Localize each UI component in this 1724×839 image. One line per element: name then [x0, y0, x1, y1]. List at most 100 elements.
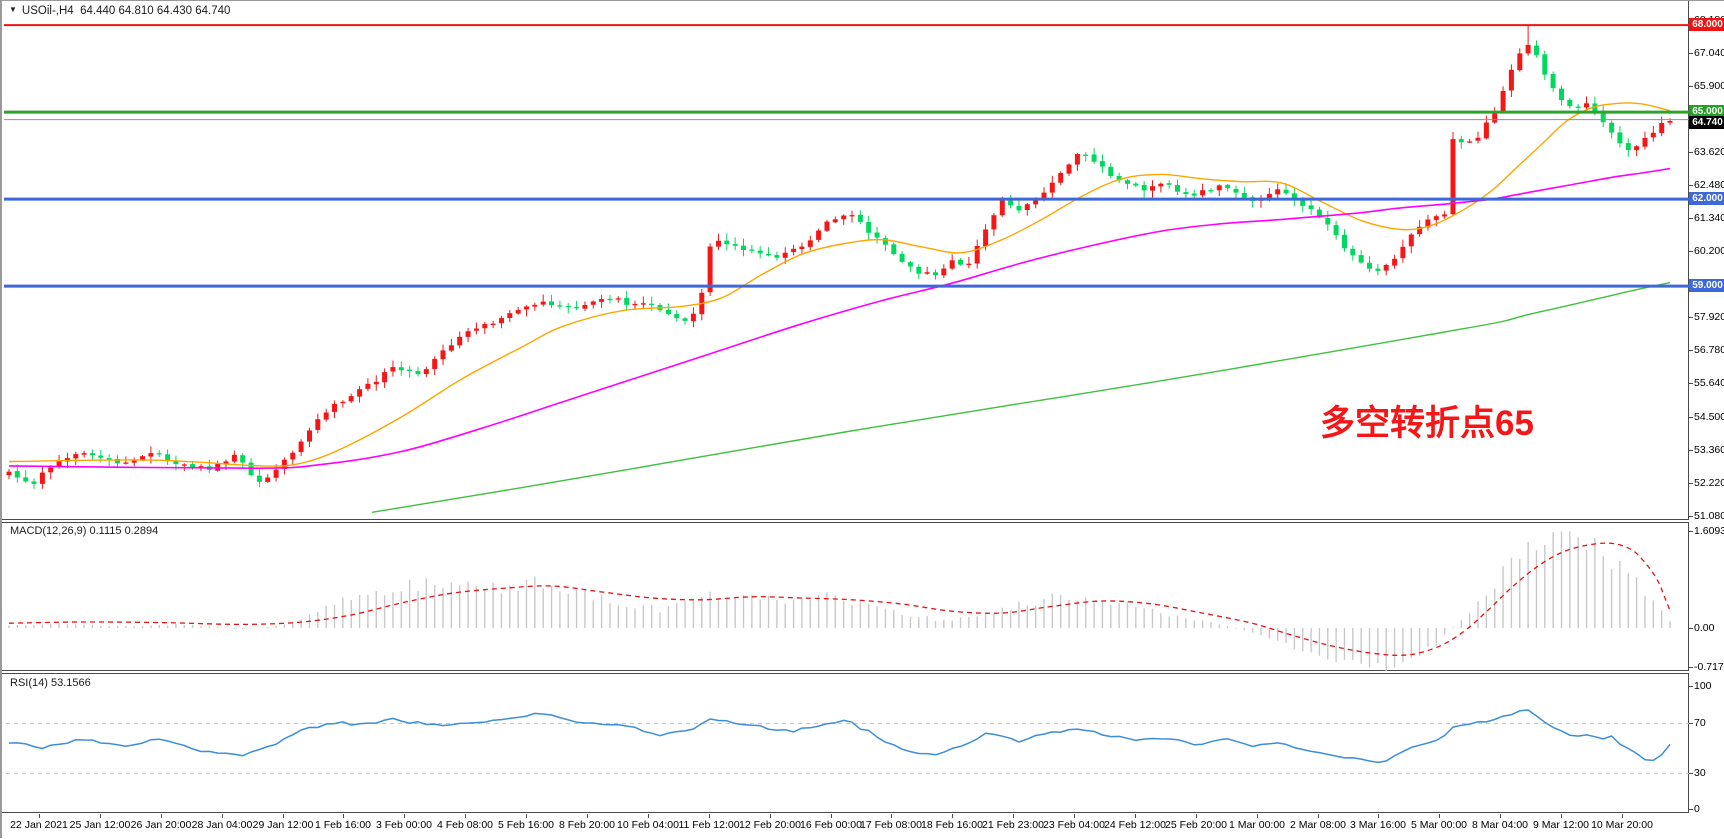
- time-tick-label: 11 Feb 12:00: [678, 819, 740, 831]
- price-tick-mark: [1689, 516, 1693, 517]
- price-tick-label: 56.780: [1694, 344, 1724, 356]
- rsi-tick-label: 30: [1694, 767, 1706, 779]
- time-tick-mark: [1196, 814, 1197, 818]
- rsi-tick-mark: [1689, 773, 1693, 774]
- price-tick-label: 52.220: [1694, 477, 1724, 489]
- price-tick-label: 54.500: [1694, 411, 1724, 423]
- time-tick-label: 12 Feb 20:00: [739, 819, 801, 831]
- rsi-tick-label: 70: [1694, 717, 1706, 729]
- price-tick-label: 60.200: [1694, 245, 1724, 257]
- time-tick-label: 8 Mar 04:00: [1471, 819, 1529, 831]
- time-tick-label: 22 Jan 2021: [10, 819, 68, 831]
- macd-tick-label: 1.6093: [1694, 525, 1724, 537]
- time-tick-mark: [343, 814, 344, 818]
- time-tick-mark: [161, 814, 162, 818]
- time-tick-label: 5 Mar 00:00: [1410, 819, 1468, 831]
- time-tick-label: 25 Feb 20:00: [1165, 819, 1227, 831]
- macd-value-main: 0.1115: [89, 525, 122, 537]
- time-tick-label: 23 Feb 04:00: [1043, 819, 1105, 831]
- time-tick-mark: [1439, 814, 1440, 818]
- time-tick-label: 18 Feb 16:00: [921, 819, 983, 831]
- rsi-value: 53.1566: [50, 677, 91, 689]
- time-axis[interactable]: 22 Jan 2021 25 Jan 12:00 26 Jan 20:00 28 Ja…: [2, 814, 1724, 839]
- macd-tick-mark: [1689, 531, 1693, 532]
- rsi-tick-mark: [1689, 686, 1693, 687]
- price-tick-mark: [1689, 53, 1693, 54]
- rsi-tick-mark: [1689, 723, 1693, 724]
- time-tick-mark: [404, 814, 405, 818]
- price-tick-mark: [1689, 251, 1693, 252]
- price-tick-mark: [1689, 152, 1693, 153]
- price-tick-label: 55.640: [1694, 377, 1724, 389]
- chart-annotation: 多空转折点65: [1320, 404, 1534, 443]
- time-tick-mark: [1013, 814, 1014, 818]
- time-tick-mark: [526, 814, 527, 818]
- macd-indicator-label: MACD(12,26,9) 0.1115 0.2894: [10, 525, 159, 537]
- price-tick-mark: [1689, 417, 1693, 418]
- price-tick-mark: [1689, 317, 1693, 318]
- price-badge: 62.000: [1689, 192, 1724, 205]
- time-tick-mark: [100, 814, 101, 818]
- macd-panel[interactable]: [2, 522, 1689, 671]
- time-tick-label: 10 Mar 20:00: [1591, 819, 1653, 831]
- time-tick-mark: [1135, 814, 1136, 818]
- price-tick-mark: [1689, 350, 1693, 351]
- time-tick-mark: [1622, 814, 1623, 818]
- time-tick-label: 9 Mar 12:00: [1532, 819, 1590, 831]
- time-tick-mark: [587, 814, 588, 818]
- time-tick-label: 25 Jan 12:00: [69, 819, 131, 831]
- time-tick-label: 16 Feb 00:00: [800, 819, 862, 831]
- time-tick-label: 4 Feb 08:00: [436, 819, 494, 831]
- time-tick-mark: [952, 814, 953, 818]
- time-tick-label: 8 Feb 20:00: [558, 819, 616, 831]
- chevron-down-icon[interactable]: ▼: [9, 5, 17, 14]
- ohlc-open: 64.440: [80, 5, 116, 17]
- time-tick-mark: [465, 814, 466, 818]
- price-tick-mark: [1689, 218, 1693, 219]
- time-tick-label: 26 Jan 20:00: [130, 819, 192, 831]
- rsi-tick-label: 100: [1694, 680, 1712, 692]
- time-tick-label: 2 Mar 08:00: [1289, 819, 1347, 831]
- time-tick-label: 29 Jan 12:00: [252, 819, 314, 831]
- price-tick-mark: [1689, 185, 1693, 186]
- time-tick-label: 1 Feb 16:00: [314, 819, 372, 831]
- time-tick-mark: [1318, 814, 1319, 818]
- price-tick-label: 53.360: [1694, 444, 1724, 456]
- time-tick-label: 21 Feb 23:00: [982, 819, 1044, 831]
- price-badge: 59.000: [1689, 279, 1724, 292]
- ohlc-low: 64.430: [156, 5, 193, 17]
- time-tick-label: 3 Feb 00:00: [375, 819, 433, 831]
- price-badge: 68.000: [1689, 18, 1724, 31]
- rsi-tick-mark: [1689, 809, 1693, 810]
- time-tick-label: 17 Feb 08:00: [860, 819, 922, 831]
- time-tick-mark: [1561, 814, 1562, 818]
- price-tick-mark: [1689, 483, 1693, 484]
- time-tick-mark: [770, 814, 771, 818]
- rsi-panel[interactable]: [2, 673, 1689, 813]
- macd-tick-label: 0.00: [1694, 622, 1715, 634]
- macd-tick-mark: [1689, 667, 1693, 668]
- time-tick-label: 28 Jan 04:00: [191, 819, 253, 831]
- ohlc-high: 64.810: [118, 5, 154, 17]
- ohlc-close: 64.740: [195, 5, 231, 17]
- price-tick-label: 63.620: [1694, 146, 1724, 158]
- time-tick-mark: [709, 814, 710, 818]
- price-tick-label: 61.340: [1694, 212, 1724, 224]
- rsi-tick-label: 0: [1694, 803, 1700, 815]
- price-tick-mark: [1689, 86, 1693, 87]
- price-axis[interactable]: 68.18067.04065.90063.62062.48061.34060.2…: [1689, 1, 1724, 815]
- time-tick-label: 10 Feb 04:00: [617, 819, 679, 831]
- price-badge: 64.740: [1689, 116, 1724, 129]
- time-tick-label: 3 Mar 16:00: [1349, 819, 1407, 831]
- price-tick-label: 65.900: [1694, 80, 1724, 92]
- symbol-title: ▼ USOil-,H4 64.440 64.810 64.430 64.740: [9, 5, 230, 17]
- price-tick-mark: [1689, 450, 1693, 451]
- rsi-indicator-label: RSI(14) 53.1566: [10, 677, 91, 689]
- time-tick-mark: [831, 814, 832, 818]
- time-tick-mark: [891, 814, 892, 818]
- price-tick-label: 62.480: [1694, 179, 1724, 191]
- macd-tick-mark: [1689, 628, 1693, 629]
- time-tick-mark: [1257, 814, 1258, 818]
- time-tick-label: 1 Mar 00:00: [1228, 819, 1286, 831]
- price-tick-label: 67.040: [1694, 47, 1724, 59]
